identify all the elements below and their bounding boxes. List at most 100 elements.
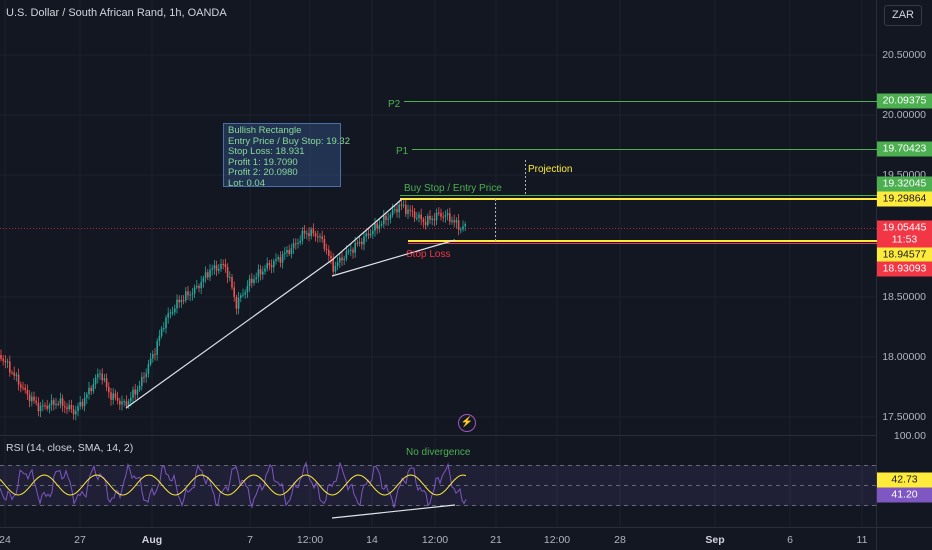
candle-body <box>191 293 194 295</box>
time-tick-label: 24 <box>0 534 11 546</box>
candle-body <box>31 396 33 402</box>
candle-body <box>231 277 233 288</box>
candle-body <box>207 272 209 278</box>
candle-body <box>455 220 458 223</box>
candle-body <box>215 265 218 271</box>
candle-body <box>405 204 407 214</box>
time-tick-label: 12:00 <box>296 534 324 546</box>
time-tick-label: 21 <box>490 534 502 546</box>
candle-body <box>420 214 422 220</box>
candle-body <box>46 405 48 409</box>
projection-label: Projection <box>528 164 573 175</box>
candle-body <box>189 294 191 296</box>
candle-body <box>198 285 200 289</box>
candle-body <box>449 213 451 222</box>
candle-body <box>110 392 112 400</box>
candle-body <box>453 220 455 223</box>
lightning-icon[interactable]: ⚡ <box>458 414 476 432</box>
candle-body <box>435 212 438 221</box>
candle-body <box>11 372 13 374</box>
rsi-line <box>0 461 467 509</box>
candle-body <box>119 400 121 405</box>
candle-body <box>350 249 352 251</box>
candle-body <box>411 210 414 212</box>
candle-body <box>323 238 326 250</box>
candle-body <box>341 257 343 261</box>
channel-lower-trendline <box>331 239 456 277</box>
candle-body <box>319 236 321 238</box>
candle-body <box>343 258 345 261</box>
candle-body <box>90 387 92 392</box>
candle-body <box>39 405 42 412</box>
rsi-sma-line <box>0 474 467 496</box>
candle-body <box>53 400 55 405</box>
candle-body <box>224 264 227 267</box>
candle-body <box>59 398 62 405</box>
candle-body <box>37 402 40 412</box>
candle-body <box>297 242 299 244</box>
rsi-sma-value: 42.73 <box>877 472 932 488</box>
candle-body <box>394 209 396 211</box>
currency-button[interactable]: ZAR <box>884 5 922 26</box>
candle-body <box>312 229 315 234</box>
time-tick-label: 11 <box>856 534 868 546</box>
candle-body <box>266 263 268 269</box>
candle-body <box>292 243 295 249</box>
pattern-info-box[interactable]: Bullish Rectangle Entry Price / Buy Stop… <box>223 123 350 189</box>
candle-body <box>209 269 211 278</box>
candle-body <box>61 398 64 407</box>
candle-body <box>97 374 99 378</box>
price-tag: 20.09375 <box>877 93 932 109</box>
candle-body <box>317 236 319 238</box>
candle-body <box>185 291 187 301</box>
symbol-title[interactable]: U.S. Dollar / South African Rand, 1h, OA… <box>6 7 227 19</box>
candle-body <box>427 215 429 226</box>
candle-body <box>141 376 143 387</box>
time-tick-label: 28 <box>614 534 626 546</box>
candle-body <box>167 313 169 318</box>
candle-body <box>255 277 257 280</box>
price-tag: 19.29864 <box>877 191 932 207</box>
candle-body <box>336 262 339 267</box>
candle-body <box>321 236 323 239</box>
candle-body <box>270 265 273 268</box>
candle-body <box>387 218 389 220</box>
candle-body <box>121 401 123 405</box>
candle-body <box>13 372 15 376</box>
candle-body <box>180 300 183 303</box>
time-tick-label: 7 <box>247 534 253 546</box>
candle-body <box>48 405 51 409</box>
time-tick-label: 12:00 <box>421 534 449 546</box>
candle-body <box>171 312 174 314</box>
candle-body <box>83 397 86 407</box>
candle-body <box>222 263 224 265</box>
candle-body <box>240 295 242 298</box>
candle-body <box>20 384 22 388</box>
candle-body <box>226 266 229 278</box>
candle-body <box>77 406 79 412</box>
candle-body <box>160 328 163 336</box>
price-tick-label: 20.00000 <box>882 109 926 121</box>
rsi-legend[interactable]: RSI (14, close, SMA, 14, 2) <box>6 442 134 454</box>
candle-body <box>462 226 464 230</box>
candle-body <box>57 403 59 405</box>
candle-body <box>66 407 68 410</box>
candle-body <box>407 209 409 214</box>
candle-body <box>433 218 436 221</box>
candle-body <box>310 229 312 237</box>
info-line: Lot: 0.04 <box>228 177 265 189</box>
candle-body <box>378 225 381 229</box>
candle-body <box>237 297 240 309</box>
candle-body <box>24 387 26 390</box>
channel-upper-trendline <box>331 198 403 261</box>
p2-label: P2 <box>388 99 401 110</box>
candle-body <box>158 335 161 342</box>
candle-body <box>444 215 447 217</box>
candle-body <box>75 411 77 415</box>
candle-body <box>134 389 136 395</box>
candle-body <box>334 266 337 272</box>
rsi-divergence-trendline <box>331 504 456 519</box>
time-tick-label: Sep <box>705 534 725 546</box>
candle-body <box>44 405 46 407</box>
